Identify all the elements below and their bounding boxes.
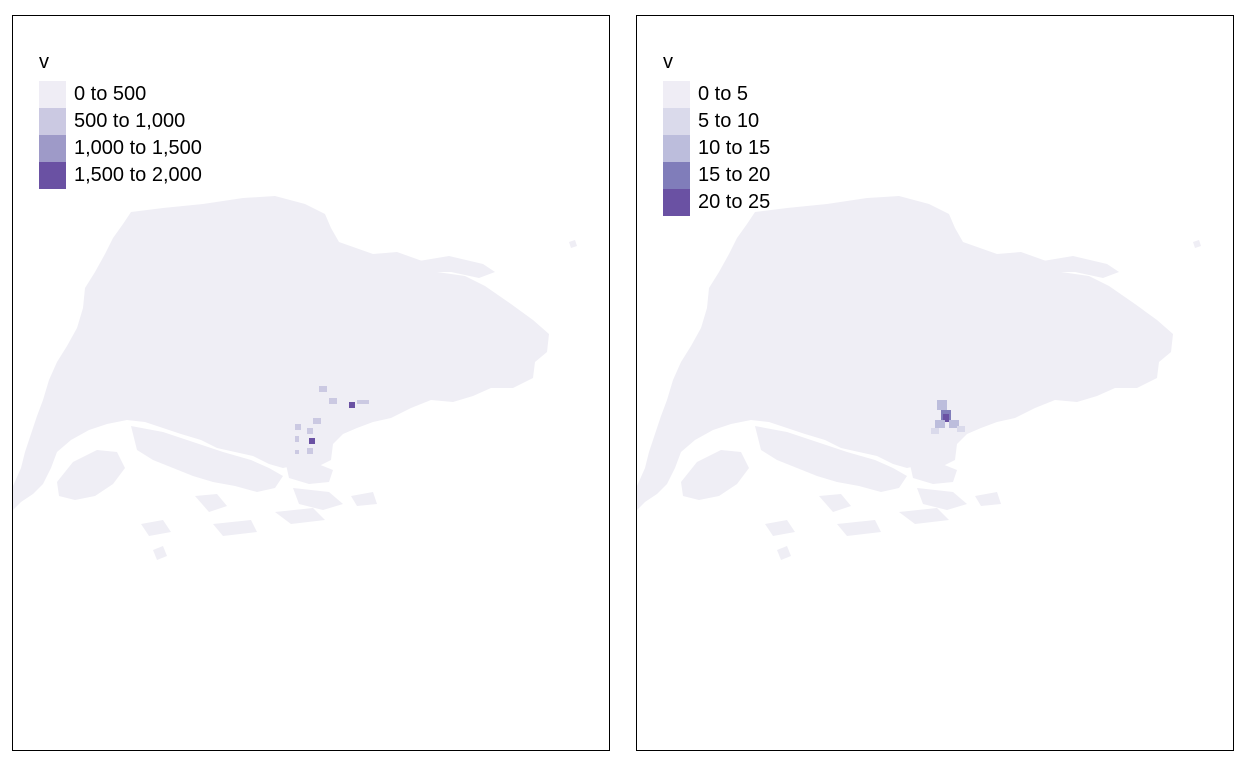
legend-items: 0 to 500 500 to 1,000 1,000 to 1,500 1,500 …: [39, 81, 202, 189]
legend-item: 20 to 25: [663, 189, 770, 216]
legend-label: 5 to 10: [698, 110, 760, 132]
legend-title: v: [39, 51, 49, 73]
legend-label: 1,500 to 2,000: [74, 164, 202, 186]
legend-swatch: [39, 135, 66, 162]
legend-label: 0 to 500: [74, 83, 147, 105]
legend-item: 0 to 500: [39, 81, 202, 108]
legend-swatch: [39, 81, 66, 108]
legend-label: 20 to 25: [698, 191, 771, 213]
legend-item: 1,000 to 1,500: [39, 135, 202, 162]
legend-swatch: [663, 135, 690, 162]
legend-swatch: [39, 108, 66, 135]
legend-item: 15 to 20: [663, 162, 770, 189]
legend-label: 1,000 to 1,500: [74, 137, 202, 159]
map-panel-left: v 0 to 500 500 to 1,000 1,000 to 1,500 1,50…: [12, 15, 610, 751]
legend-swatch: [663, 189, 690, 216]
legend-swatch: [663, 162, 690, 189]
legend-swatch: [663, 108, 690, 135]
hotspot-cells: [295, 386, 369, 454]
legend-item: 500 to 1,000: [39, 108, 202, 135]
map-legend: v 0 to 500 500 to 1,000 1,000 to 1,500 1,50…: [39, 52, 202, 189]
legend-swatch: [39, 162, 66, 189]
raster-map-right: [637, 196, 1201, 560]
map-panel-right: v 0 to 5 5 to 10 10 to 15 15 to 20 20 to 25: [636, 15, 1234, 751]
land-cells: [637, 196, 1201, 560]
hotspot-cells: [931, 400, 965, 434]
raster-map-left: [13, 196, 577, 560]
legend-swatch: [663, 81, 690, 108]
legend-label: 10 to 15: [698, 137, 771, 159]
legend-item: 10 to 15: [663, 135, 770, 162]
legend-items: 0 to 5 5 to 10 10 to 15 15 to 20 20 to 25: [663, 81, 770, 216]
legend-title: v: [663, 51, 673, 73]
land-cells: [13, 196, 577, 560]
legend-item: 5 to 10: [663, 108, 770, 135]
legend-label: 15 to 20: [698, 164, 771, 186]
legend-label: 0 to 5: [698, 83, 749, 105]
legend-item: 1,500 to 2,000: [39, 162, 202, 189]
legend-label: 500 to 1,000: [74, 110, 186, 132]
legend-item: 0 to 5: [663, 81, 770, 108]
map-legend: v 0 to 5 5 to 10 10 to 15 15 to 20 20 to 25: [663, 52, 770, 216]
